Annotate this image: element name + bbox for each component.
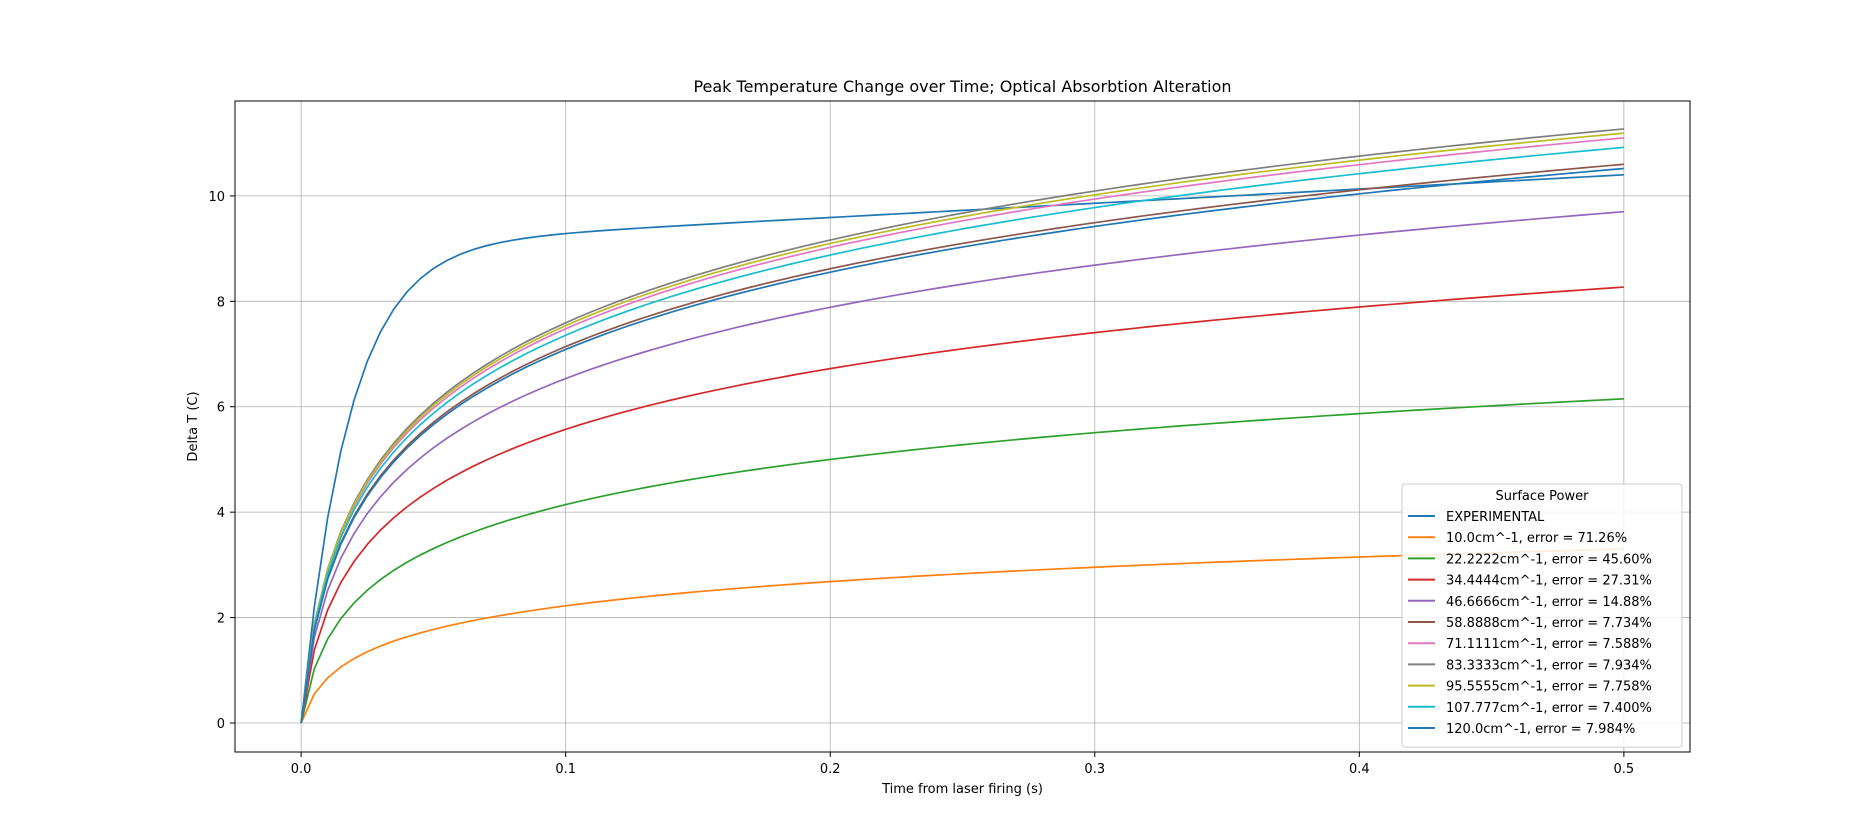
x-tick-label: 0.4 <box>1349 762 1370 777</box>
y-tick-label: 10 <box>208 190 225 205</box>
y-axis-label: Delta T (C) <box>186 391 201 461</box>
series-line-3 <box>300 286 1624 724</box>
legend: Surface Power EXPERIMENTAL 10.0cm^-1, erro… <box>1401 483 1683 748</box>
x-tick-label: 0.1 <box>555 762 576 777</box>
chart-title: Peak Temperature Change over Time; Optic… <box>693 77 1231 96</box>
series-line-8 <box>300 132 1624 724</box>
y-tick-label: 6 <box>217 401 225 416</box>
series-line-7 <box>300 128 1624 724</box>
series-line-9 <box>300 146 1624 724</box>
legend-entry-label: 107.777cm^-1, error = 7.400% <box>1446 701 1652 716</box>
legend-box <box>1401 483 1683 748</box>
series-line-4 <box>300 210 1624 724</box>
plot-frame <box>234 100 1691 753</box>
series-line-5 <box>300 163 1624 724</box>
series-lines <box>300 128 1624 724</box>
axis-ticks: 0.0 0.1 0.2 0.3 0.4 0.5 0 2 4 6 8 10 <box>208 190 1634 777</box>
x-tick-label: 0.5 <box>1614 762 1635 777</box>
legend-entry-label: 34.4444cm^-1, error = 27.31% <box>1446 574 1652 589</box>
series-line-10 <box>300 167 1624 724</box>
y-tick-label: 2 <box>217 612 225 627</box>
x-axis-label: Time from laser firing (s) <box>881 782 1043 797</box>
series-line-0 <box>300 173 1624 724</box>
y-tick-label: 4 <box>217 506 225 521</box>
legend-entry-label: 10.0cm^-1, error = 71.26% <box>1446 531 1627 546</box>
legend-entry-label: 83.3333cm^-1, error = 7.934% <box>1446 658 1652 673</box>
legend-entry-label: EXPERIMENTAL <box>1446 510 1545 525</box>
series-line-6 <box>300 137 1624 724</box>
x-tick-label: 0.3 <box>1084 762 1105 777</box>
y-tick-label: 8 <box>217 295 225 310</box>
series-line-2 <box>300 397 1624 724</box>
legend-title: Surface Power <box>1496 489 1590 504</box>
legend-entry-label: 95.5555cm^-1, error = 7.758% <box>1446 680 1652 695</box>
x-tick-label: 0.2 <box>820 762 841 777</box>
legend-entry-label: 120.0cm^-1, error = 7.984% <box>1446 722 1635 737</box>
x-tick-label: 0.0 <box>291 762 312 777</box>
legend-entry-label: 71.1111cm^-1, error = 7.588% <box>1446 637 1652 652</box>
legend-entry-label: 22.2222cm^-1, error = 45.60% <box>1446 552 1652 567</box>
legend-entry-label: 58.8888cm^-1, error = 7.734% <box>1446 616 1652 631</box>
legend-entry-label: 46.6666cm^-1, error = 14.88% <box>1446 595 1652 610</box>
y-tick-label: 0 <box>217 717 225 732</box>
